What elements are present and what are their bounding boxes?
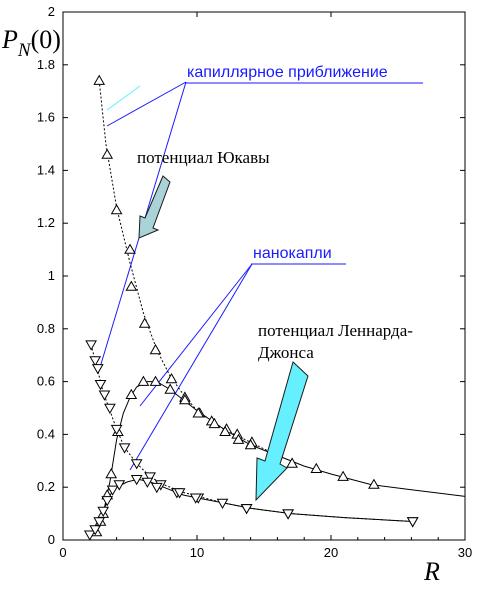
y-axis-title: PN(0) (1, 25, 61, 61)
y-tick-label: 1 (48, 268, 55, 283)
x-tick-label: 30 (458, 545, 472, 560)
annotation-lj-line1: потенциал Леннарда- (258, 321, 413, 340)
series-3-point (94, 380, 107, 391)
yukawa-arrow (138, 175, 171, 239)
guide-line-4 (129, 263, 253, 471)
annotation-capillary: капиллярное приближение (187, 64, 388, 81)
y-tick-label: 1.6 (37, 110, 55, 125)
series-3-point (91, 364, 104, 375)
series-2-point (208, 417, 221, 429)
series-4-point (93, 517, 106, 528)
series-4-point (189, 493, 202, 504)
series-2-point (219, 425, 231, 436)
guide-line-1 (106, 81, 187, 127)
series-3-point (104, 403, 116, 415)
y-tick-label: 1.2 (37, 215, 55, 230)
annotation-yukawa: потенциал Юкавы (137, 148, 270, 167)
series-3-point (110, 424, 123, 436)
series-1-point (165, 372, 178, 384)
series-2-point (310, 462, 323, 473)
series-4-point (106, 485, 119, 496)
x-axis-title: R (423, 557, 440, 586)
y-tick-label: 0.8 (37, 321, 55, 336)
series-2-point (337, 470, 349, 481)
capillary-segment (106, 85, 141, 111)
y-tick-label: 0.6 (37, 374, 55, 389)
x-tick-label: 20 (324, 545, 338, 560)
y-tick-label: 1.8 (37, 57, 55, 72)
series-4-point (83, 530, 96, 541)
y-tick-label: 0 (48, 532, 55, 547)
series-3-point (130, 459, 143, 470)
series-4-curve (89, 478, 413, 536)
series-1-point (93, 74, 106, 85)
series-1-point (110, 203, 123, 215)
y-tick-label: 2 (48, 4, 55, 19)
series-4-point (240, 504, 253, 515)
series-4-point (97, 506, 110, 518)
y-axis-title-arg: (0) (31, 25, 61, 54)
series-4-point (89, 525, 102, 536)
y-tick-label: 1.4 (37, 162, 55, 177)
series-4-point (282, 509, 294, 520)
series-4-point (130, 475, 143, 486)
series-4-point (173, 488, 186, 499)
series-1-point (138, 317, 151, 328)
series-2-point (286, 457, 298, 468)
series-4-point (101, 496, 114, 507)
series-2-point (137, 375, 150, 386)
series-3-point (118, 443, 131, 454)
y-tick-label: 0.4 (37, 426, 55, 441)
annotation-lj-line2: Джонса (258, 343, 314, 362)
series-4-point (216, 498, 229, 510)
x-tick-label: 0 (59, 545, 66, 560)
series-3-point (89, 356, 102, 367)
series-2-point (232, 433, 245, 444)
series-3-point (144, 472, 156, 483)
series-3-curve (90, 344, 413, 522)
series-2-point (164, 383, 177, 394)
series-4-point (113, 480, 126, 491)
series-2-point (125, 388, 138, 399)
x-tick-label: 10 (190, 545, 204, 560)
series-2-point (149, 375, 162, 386)
series-markers (83, 74, 419, 541)
series-1-point (125, 280, 138, 291)
lj-arrow (255, 361, 309, 502)
y-tick-label: 0.2 (37, 479, 55, 494)
series-4-point (141, 477, 154, 488)
series-1-curve (98, 80, 278, 456)
annotation-nanodrops: нанокапли (253, 245, 332, 262)
series-2-point (179, 394, 191, 405)
axis-ticks: 00.20.40.60.811.21.41.61.820 10 20 30 (37, 4, 472, 560)
series-2-point (192, 407, 205, 418)
series-2-point (105, 467, 118, 479)
series-1-point (101, 148, 114, 159)
series-2-point (244, 438, 257, 450)
series-2-point (368, 478, 380, 489)
series-1-point (149, 343, 162, 355)
series-4-point (150, 482, 163, 494)
series-4-point (406, 517, 419, 528)
series-3-point (98, 390, 111, 401)
series-3-point (85, 340, 97, 351)
y-axis-title-main: P (1, 25, 18, 54)
series-1-point (124, 243, 136, 254)
guide-lines (97, 81, 253, 471)
y-axis-title-sub: N (17, 40, 32, 61)
